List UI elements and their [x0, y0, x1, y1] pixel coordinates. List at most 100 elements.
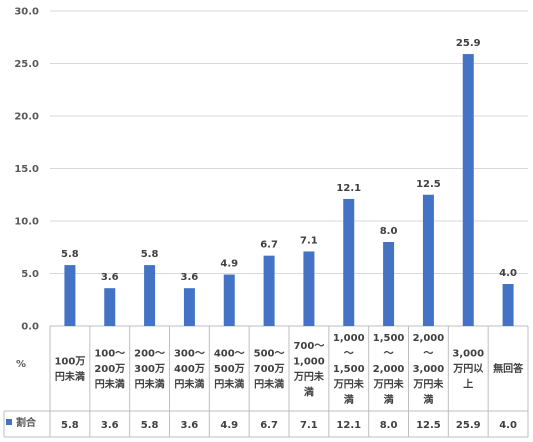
category-label-line: 無回答 [493, 362, 524, 375]
category-label-line: 500万 [214, 363, 245, 375]
category-label: 2,000 ～ 3,000 万円未満 [412, 333, 444, 406]
category-label: 無回答 [493, 362, 524, 375]
category-label-line: 300～ [174, 349, 205, 360]
category-label: 400～ 500万円未満 [214, 349, 245, 391]
category-label-line: 万円未 [373, 378, 404, 391]
data-label: 6.7 [260, 240, 278, 251]
category-label: 3,000 万円以上 [452, 349, 484, 391]
category-label: 100万円未満 [54, 355, 85, 383]
bar [303, 251, 315, 326]
bars [64, 54, 514, 327]
category-label-line: 万円以 [452, 363, 483, 375]
category-label-line: 200万 [94, 363, 125, 375]
bar [144, 265, 156, 326]
category-label-line: 万円未 [333, 378, 364, 391]
category-label-line: 満 [384, 393, 394, 406]
y-tick-label: 20.0 [14, 112, 39, 123]
bar [462, 54, 474, 327]
category-label-line: 300万 [134, 363, 165, 375]
category-label-line: ～ [384, 349, 394, 360]
data-labels: 5.8 3.6 5.8 3.6 4.9 6.7 7.1 12.1 8.0 12.5 25.9 4.0 [61, 38, 517, 283]
legend-series-name: 割合 [16, 416, 37, 429]
category-label-line: 700～ [293, 341, 324, 352]
category-label-line: 1,000 [333, 333, 365, 344]
data-label: 3.6 [101, 272, 119, 283]
category-label: 1,000 ～ 1,500 万円未満 [333, 333, 365, 406]
table-value: 5.8 [141, 420, 159, 431]
category-label-line: 円未満 [95, 378, 125, 391]
table-value: 12.1 [336, 420, 361, 431]
category-label-line: 400～ [214, 349, 245, 360]
category-label-line: 2,000 [373, 364, 405, 375]
category-label-line: 円未満 [55, 370, 85, 383]
data-label: 4.0 [499, 268, 517, 279]
category-label: 500～ 700万円未満 [254, 349, 285, 391]
category-label-line: 満 [304, 385, 314, 398]
table-value: 3.6 [101, 420, 119, 431]
category-label-line: 100万 [54, 355, 85, 367]
bar [502, 284, 514, 326]
data-label: 12.5 [416, 179, 441, 190]
category-label-line: 500～ [254, 349, 285, 360]
y-axis: 0.0 5.0 10.0 15.0 20.0 25.0 30.0 [14, 7, 39, 333]
bar [64, 265, 76, 326]
bar [223, 274, 235, 326]
category-label: 300～ 400万円未満 [174, 349, 205, 391]
y-tick-label: 10.0 [14, 217, 39, 228]
table-value: 7.1 [300, 420, 318, 431]
category-label-line: 400万 [174, 363, 205, 375]
data-label: 7.1 [300, 235, 318, 246]
category-label-line: 円未満 [135, 378, 165, 391]
category-label-line: 満 [344, 393, 354, 406]
category-label-line: 1,500 [373, 333, 405, 344]
table-value: 4.0 [499, 420, 517, 431]
table-value: 3.6 [181, 420, 199, 431]
data-label: 5.8 [141, 249, 159, 260]
category-label: 700～ 1,000 万円未満 [293, 341, 325, 399]
bar [383, 242, 395, 326]
data-label: 8.0 [380, 226, 398, 237]
category-label-line: 1,000 [293, 356, 325, 367]
y-axis-unit-label: % [16, 359, 26, 370]
y-tick-label: 25.0 [14, 59, 39, 70]
table-value: 6.7 [260, 420, 278, 431]
category-label-line: ～ [423, 349, 433, 360]
data-table: % 割合 100万円未満 5.8 100～ 200万円未満 3.6 200～ 300万円未満… [3, 326, 529, 438]
table-value: 5.8 [61, 420, 79, 431]
table-value: 12.5 [416, 420, 441, 431]
legend-swatch [6, 419, 12, 425]
bar [183, 288, 195, 326]
data-label: 12.1 [336, 183, 361, 194]
table-value: 8.0 [380, 420, 398, 431]
y-tick-label: 0.0 [21, 322, 39, 333]
category-label-line: ～ [344, 349, 354, 360]
bar [422, 194, 434, 326]
bar [343, 198, 355, 326]
category-label-line: 700万 [254, 363, 285, 375]
table-value: 4.9 [220, 420, 238, 431]
bar [263, 255, 275, 326]
bar [104, 288, 116, 326]
category-label-line: 万円未 [293, 370, 324, 383]
category-label: 100～ 200万円未満 [94, 349, 125, 391]
y-tick-label: 30.0 [14, 7, 39, 18]
gridlines [50, 10, 528, 327]
data-label: 3.6 [181, 272, 199, 283]
category-label: 200～ 300万円未満 [134, 349, 165, 391]
data-label: 5.8 [61, 249, 79, 260]
category-label-line: 円未満 [214, 378, 244, 391]
category-label-line: 円未満 [174, 378, 204, 391]
data-label: 25.9 [456, 38, 481, 49]
y-tick-label: 5.0 [21, 269, 39, 280]
category-label-line: 3,000 [452, 349, 484, 360]
category-label-line: 100～ [94, 349, 125, 360]
category-label-line: 1,500 [333, 364, 365, 375]
data-label: 4.9 [220, 259, 238, 270]
category-label-line: 200～ [134, 349, 165, 360]
category-label-line: 万円未 [412, 378, 443, 391]
category-label: 1,500 ～ 2,000 万円未満 [373, 333, 405, 406]
category-label-line: 2,000 [413, 333, 445, 344]
table-value: 25.9 [456, 420, 481, 431]
category-label-line: 上 [463, 378, 473, 391]
